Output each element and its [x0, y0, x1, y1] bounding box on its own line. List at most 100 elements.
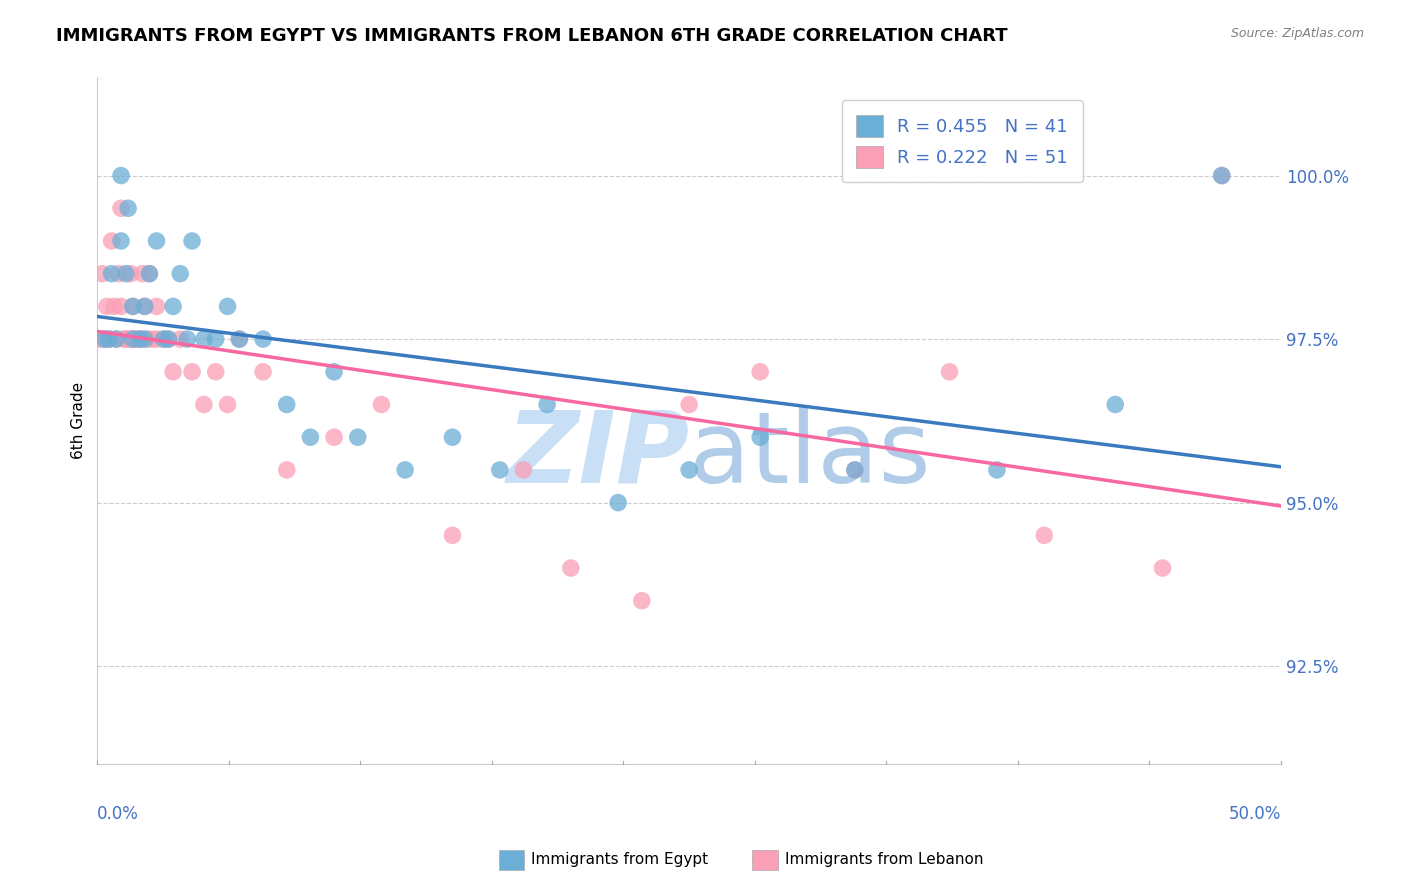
Text: Immigrants from Egypt: Immigrants from Egypt [531, 853, 709, 867]
Point [121, 299, 143, 313]
Text: ZIP: ZIP [506, 407, 689, 504]
Point [323, 365, 346, 379]
Point [157, 332, 180, 346]
Point [607, 495, 630, 509]
Point [169, 267, 191, 281]
Point [181, 365, 204, 379]
Point [152, 332, 174, 346]
Point [105, 332, 128, 346]
Point [127, 332, 149, 346]
Point [136, 332, 159, 346]
Point [96, 299, 118, 313]
Point [441, 430, 464, 444]
Point [1211, 169, 1233, 183]
Text: Source: ZipAtlas.com: Source: ZipAtlas.com [1230, 27, 1364, 40]
Point [138, 267, 160, 281]
Y-axis label: 6th Grade: 6th Grade [72, 383, 86, 459]
Point [394, 463, 416, 477]
Point [181, 234, 204, 248]
Point [228, 332, 250, 346]
Point [91, 267, 114, 281]
Point [204, 365, 226, 379]
Text: atlas: atlas [689, 407, 931, 504]
Point [103, 299, 125, 313]
Point [100, 267, 122, 281]
Point [141, 332, 163, 346]
Point [129, 332, 152, 346]
Point [844, 463, 866, 477]
Point [110, 201, 132, 215]
Point [117, 201, 139, 215]
Text: Immigrants from Lebanon: Immigrants from Lebanon [785, 853, 983, 867]
Point [134, 332, 156, 346]
Point [986, 463, 1008, 477]
Point [346, 430, 368, 444]
Point [145, 332, 167, 346]
Point [121, 299, 143, 313]
Text: 50.0%: 50.0% [1229, 805, 1281, 823]
Point [204, 332, 226, 346]
Point [117, 332, 139, 346]
Point [110, 169, 132, 183]
Text: IMMIGRANTS FROM EGYPT VS IMMIGRANTS FROM LEBANON 6TH GRADE CORRELATION CHART: IMMIGRANTS FROM EGYPT VS IMMIGRANTS FROM… [56, 27, 1008, 45]
Point [193, 397, 215, 411]
Point [749, 365, 772, 379]
Point [107, 267, 129, 281]
Point [252, 365, 274, 379]
Point [560, 561, 582, 575]
Point [252, 332, 274, 346]
Point [93, 332, 115, 346]
Legend: R = 0.455   N = 41, R = 0.222   N = 51: R = 0.455 N = 41, R = 0.222 N = 51 [842, 100, 1083, 182]
Point [114, 332, 136, 346]
Point [110, 234, 132, 248]
Point [134, 299, 156, 313]
Point [162, 299, 184, 313]
Point [114, 267, 136, 281]
Point [370, 397, 392, 411]
Point [323, 430, 346, 444]
Point [169, 332, 191, 346]
Text: 0.0%: 0.0% [97, 805, 139, 823]
Point [89, 332, 111, 346]
Point [129, 332, 152, 346]
Point [157, 332, 180, 346]
Point [217, 397, 239, 411]
Point [121, 332, 143, 346]
Point [100, 234, 122, 248]
Point [120, 267, 142, 281]
Point [105, 332, 128, 346]
Point [98, 332, 121, 346]
Point [678, 463, 700, 477]
Point [1033, 528, 1056, 542]
Point [217, 299, 239, 313]
Point [134, 299, 156, 313]
Point [121, 332, 143, 346]
Point [938, 365, 960, 379]
Point [844, 463, 866, 477]
Point [299, 430, 322, 444]
Point [630, 593, 652, 607]
Point [512, 463, 534, 477]
Point [152, 332, 174, 346]
Point [131, 267, 153, 281]
Point [93, 332, 115, 346]
Point [176, 332, 198, 346]
Point [276, 463, 298, 477]
Point [678, 397, 700, 411]
Point [228, 332, 250, 346]
Point [138, 267, 160, 281]
Point [1211, 169, 1233, 183]
Point [124, 332, 146, 346]
Point [110, 299, 132, 313]
Point [1152, 561, 1174, 575]
Point [112, 332, 135, 346]
Point [162, 365, 184, 379]
Point [193, 332, 215, 346]
Point [441, 528, 464, 542]
Point [98, 332, 121, 346]
Point [145, 299, 167, 313]
Point [276, 397, 298, 411]
Point [536, 397, 558, 411]
Point [749, 430, 772, 444]
Point [145, 234, 167, 248]
